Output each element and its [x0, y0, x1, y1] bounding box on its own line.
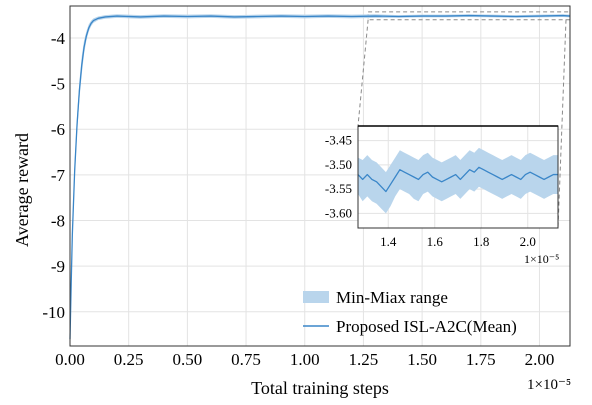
x-tick-label: 1.25: [349, 350, 379, 369]
legend-line-label: Proposed ISL-A2C(Mean): [336, 317, 517, 336]
y-tick-label: -9: [51, 257, 65, 276]
mean-line: [357, 166, 558, 193]
y-tick-label: -10: [42, 303, 65, 322]
x-tick-label: 0.00: [55, 350, 85, 369]
x-tick-label: 1.6: [427, 234, 444, 249]
y-tick-label: -3.45: [325, 133, 352, 148]
y-tick-label: -7: [51, 166, 66, 185]
zoom-connector-left: [357, 19, 369, 127]
min-max-band: [358, 147, 558, 214]
inset-x-tick-labels: 1.4 1.6 1.8 2.0: [380, 234, 536, 249]
x-tick-label: 0.25: [114, 350, 144, 369]
y-tick-label: -3.55: [325, 181, 352, 196]
legend: Min-Miax range Proposed ISL-A2C(Mean): [303, 288, 517, 336]
inset-series-marks: [357, 147, 558, 214]
x-tick-label: 1.4: [380, 234, 397, 249]
legend-band-swatch: [303, 291, 329, 303]
inset-plot: 1.4 1.6 1.8 2.0 -3.45 -3.50 -3.55 -3.60 1×10⁻⁵: [325, 125, 559, 266]
x-tick-label: 0.75: [231, 350, 261, 369]
zoom-connector-lines: [357, 19, 567, 229]
y-tick-label: -8: [51, 211, 65, 230]
x-axis-title: Total training steps: [251, 378, 389, 398]
main-gridlines: [69, 6, 570, 346]
y-tick-label: -3.50: [325, 157, 352, 172]
main-x-tick-labels: 0.00 0.25 0.50 0.75 1.00 1.25 1.50 1.75 2.00: [55, 350, 554, 369]
mean-line: [69, 14, 571, 340]
y-axis-title: Average reward: [12, 133, 32, 247]
x-tick-label: 1.00: [290, 350, 320, 369]
x-tick-label: 1.8: [473, 234, 489, 249]
x-tick-label: 2.00: [525, 350, 555, 369]
inset-x-axis-multiplier: 1×10⁻⁵: [524, 252, 559, 266]
main-y-tick-labels: -4 -5 -6 -7 -8 -9 -10: [42, 29, 65, 322]
x-tick-label: 2.0: [520, 234, 536, 249]
y-tick-label: -5: [51, 75, 65, 94]
inset-y-tick-labels: -3.45 -3.50 -3.55 -3.60: [325, 133, 352, 221]
y-tick-label: -6: [51, 120, 65, 139]
y-tick-label: -4: [51, 29, 66, 48]
main-series-marks: [69, 14, 571, 344]
x-axis-multiplier: 1×10⁻⁵: [527, 377, 571, 393]
x-tick-label: 1.75: [466, 350, 496, 369]
x-tick-label: 0.50: [172, 350, 202, 369]
y-tick-label: -3.60: [325, 205, 352, 220]
legend-band-label: Min-Miax range: [336, 288, 448, 307]
x-tick-label: 1.50: [407, 350, 437, 369]
main-plot-frame: [69, 5, 571, 347]
